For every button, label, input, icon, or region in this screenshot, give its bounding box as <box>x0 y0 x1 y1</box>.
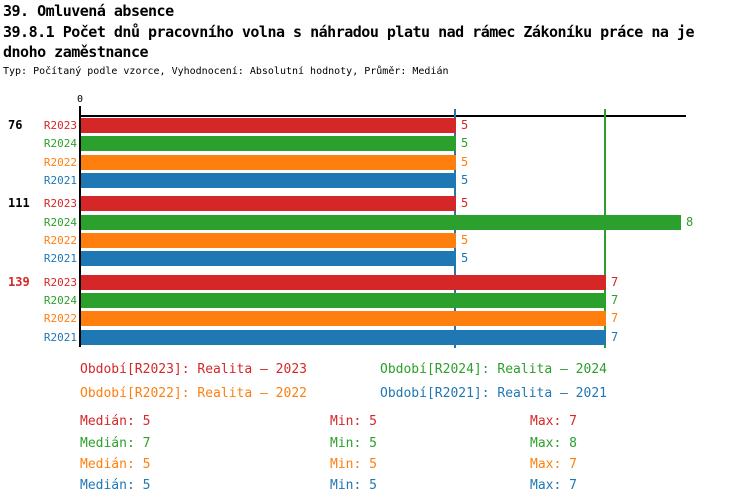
indicator-title-line2: dnoho zaměstnance <box>3 43 149 61</box>
stat-median: Medián: 7 <box>80 436 151 451</box>
bar-value-label: 5 <box>461 196 469 210</box>
stat-max: Max: 8 <box>530 436 577 451</box>
legend-item: Období[R2021]: Realita – 2021 <box>380 386 607 401</box>
group-label: 139 <box>8 275 30 289</box>
report-meta: Typ: Počítaný podle vzorce, Vyhodnocení:… <box>3 66 449 77</box>
bar-value-label: 8 <box>686 215 694 229</box>
bar-value-label: 5 <box>461 118 469 132</box>
series-label: R2022 <box>43 234 77 247</box>
bar-value-label: 5 <box>461 136 469 150</box>
bar <box>81 233 456 248</box>
bar <box>81 136 456 151</box>
bar-value-label: 7 <box>611 293 619 307</box>
stat-max: Max: 7 <box>530 414 577 429</box>
value-axis-zero-label: 0 <box>76 94 84 105</box>
stat-min: Min: 5 <box>330 436 377 451</box>
bar <box>81 311 606 326</box>
series-label: R2021 <box>43 252 77 265</box>
bar-row: 111 R2023 5 <box>0 196 750 211</box>
indicator-title-line1: 39.8.1 Počet dnů pracovního volna s náhr… <box>3 23 695 41</box>
bar <box>81 293 606 308</box>
bar-value-label: 7 <box>611 330 619 344</box>
report-title: 39. Omluvená absence <box>3 2 174 20</box>
bar-row: R2021 5 <box>0 173 750 188</box>
stat-min: Min: 5 <box>330 478 377 493</box>
group-label: 76 <box>8 118 23 132</box>
category-axis-line <box>79 115 81 347</box>
stat-median: Medián: 5 <box>80 414 151 429</box>
bar-row: R2021 7 <box>0 330 750 345</box>
bar-value-label: 5 <box>461 155 469 169</box>
bar <box>81 196 456 211</box>
bar <box>81 118 456 133</box>
series-label: R2024 <box>43 216 77 229</box>
stat-median: Medián: 5 <box>80 478 151 493</box>
bar-row: R2024 7 <box>0 293 750 308</box>
stat-median: Medián: 5 <box>80 457 151 472</box>
stat-min: Min: 5 <box>330 414 377 429</box>
series-label: R2023 <box>43 119 77 132</box>
series-label: R2021 <box>43 331 77 344</box>
group-label: 111 <box>8 196 30 210</box>
series-label: R2023 <box>43 197 77 210</box>
bar <box>81 330 606 345</box>
bar-value-label: 5 <box>461 173 469 187</box>
value-axis-line <box>80 115 686 117</box>
bar <box>81 215 681 230</box>
bar-value-label: 5 <box>461 251 469 265</box>
zero-tick <box>79 106 81 116</box>
bar <box>81 155 456 170</box>
bar-value-label: 7 <box>611 311 619 325</box>
series-label: R2024 <box>43 137 77 150</box>
stat-max: Max: 7 <box>530 478 577 493</box>
bar-row: R2022 7 <box>0 311 750 326</box>
bar-row: R2022 5 <box>0 155 750 170</box>
legend-item: Období[R2024]: Realita – 2024 <box>380 362 607 377</box>
bar-row: R2024 5 <box>0 136 750 151</box>
series-label: R2022 <box>43 312 77 325</box>
bar-row: 76 R2023 5 <box>0 118 750 133</box>
stat-min: Min: 5 <box>330 457 377 472</box>
legend-item: Období[R2023]: Realita – 2023 <box>80 362 307 377</box>
series-label: R2022 <box>43 156 77 169</box>
bar-row: R2022 5 <box>0 233 750 248</box>
bar <box>81 251 456 266</box>
series-label: R2021 <box>43 174 77 187</box>
series-label: R2023 <box>43 276 77 289</box>
series-label: R2024 <box>43 294 77 307</box>
bar-value-label: 5 <box>461 233 469 247</box>
legend-item: Období[R2022]: Realita – 2022 <box>80 386 307 401</box>
bar-row: 139 R2023 7 <box>0 275 750 290</box>
bar <box>81 173 456 188</box>
bar <box>81 275 606 290</box>
bar-row: R2024 8 <box>0 215 750 230</box>
bar-row: R2021 5 <box>0 251 750 266</box>
stat-max: Max: 7 <box>530 457 577 472</box>
bar-value-label: 7 <box>611 275 619 289</box>
